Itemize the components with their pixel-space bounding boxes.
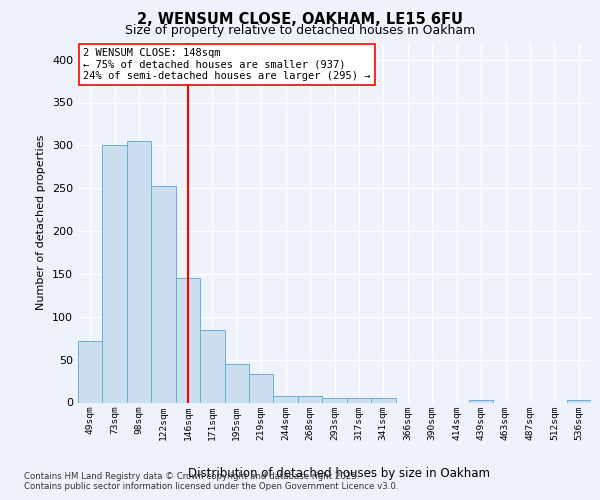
Bar xyxy=(127,141,151,403)
Bar xyxy=(176,278,200,402)
Y-axis label: Number of detached properties: Number of detached properties xyxy=(37,135,46,310)
Bar xyxy=(469,400,493,402)
Bar xyxy=(224,364,249,403)
Bar xyxy=(298,396,322,402)
Bar xyxy=(566,400,591,402)
Text: Contains HM Land Registry data © Crown copyright and database right 2025.: Contains HM Land Registry data © Crown c… xyxy=(24,472,359,481)
Bar xyxy=(274,396,298,402)
Text: 2 WENSUM CLOSE: 148sqm
← 75% of detached houses are smaller (937)
24% of semi-de: 2 WENSUM CLOSE: 148sqm ← 75% of detached… xyxy=(83,48,371,81)
Bar xyxy=(347,398,371,402)
Bar xyxy=(249,374,274,402)
Text: Size of property relative to detached houses in Oakham: Size of property relative to detached ho… xyxy=(125,24,475,37)
Bar xyxy=(151,186,176,402)
Bar xyxy=(322,398,347,402)
Bar xyxy=(200,330,224,402)
Text: Contains public sector information licensed under the Open Government Licence v3: Contains public sector information licen… xyxy=(24,482,398,491)
Bar xyxy=(103,146,127,402)
Bar xyxy=(371,398,395,402)
Text: 2, WENSUM CLOSE, OAKHAM, LE15 6FU: 2, WENSUM CLOSE, OAKHAM, LE15 6FU xyxy=(137,12,463,28)
Text: Distribution of detached houses by size in Oakham: Distribution of detached houses by size … xyxy=(188,468,490,480)
Bar xyxy=(78,341,103,402)
